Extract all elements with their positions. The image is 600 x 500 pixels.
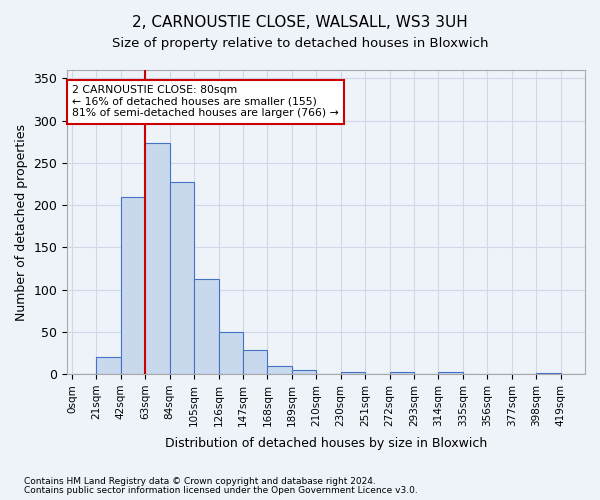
Text: Size of property relative to detached houses in Bloxwich: Size of property relative to detached ho… bbox=[112, 38, 488, 51]
Bar bbox=[268, 366, 292, 374]
Text: Contains public sector information licensed under the Open Government Licence v3: Contains public sector information licen… bbox=[24, 486, 418, 495]
Bar bbox=[170, 182, 194, 374]
Bar bbox=[218, 332, 243, 374]
Bar bbox=[97, 357, 121, 374]
Text: Contains HM Land Registry data © Crown copyright and database right 2024.: Contains HM Land Registry data © Crown c… bbox=[24, 477, 376, 486]
X-axis label: Distribution of detached houses by size in Bloxwich: Distribution of detached houses by size … bbox=[165, 437, 487, 450]
Bar bbox=[439, 372, 463, 374]
Bar bbox=[341, 372, 365, 374]
Text: 2 CARNOUSTIE CLOSE: 80sqm
← 16% of detached houses are smaller (155)
81% of semi: 2 CARNOUSTIE CLOSE: 80sqm ← 16% of detac… bbox=[73, 85, 339, 118]
Bar bbox=[292, 370, 316, 374]
Bar bbox=[243, 350, 268, 374]
Bar bbox=[536, 373, 560, 374]
Bar bbox=[389, 372, 414, 374]
Bar bbox=[121, 196, 145, 374]
Text: 2, CARNOUSTIE CLOSE, WALSALL, WS3 3UH: 2, CARNOUSTIE CLOSE, WALSALL, WS3 3UH bbox=[132, 15, 468, 30]
Bar bbox=[194, 278, 218, 374]
Y-axis label: Number of detached properties: Number of detached properties bbox=[15, 124, 28, 320]
Bar bbox=[145, 144, 170, 374]
